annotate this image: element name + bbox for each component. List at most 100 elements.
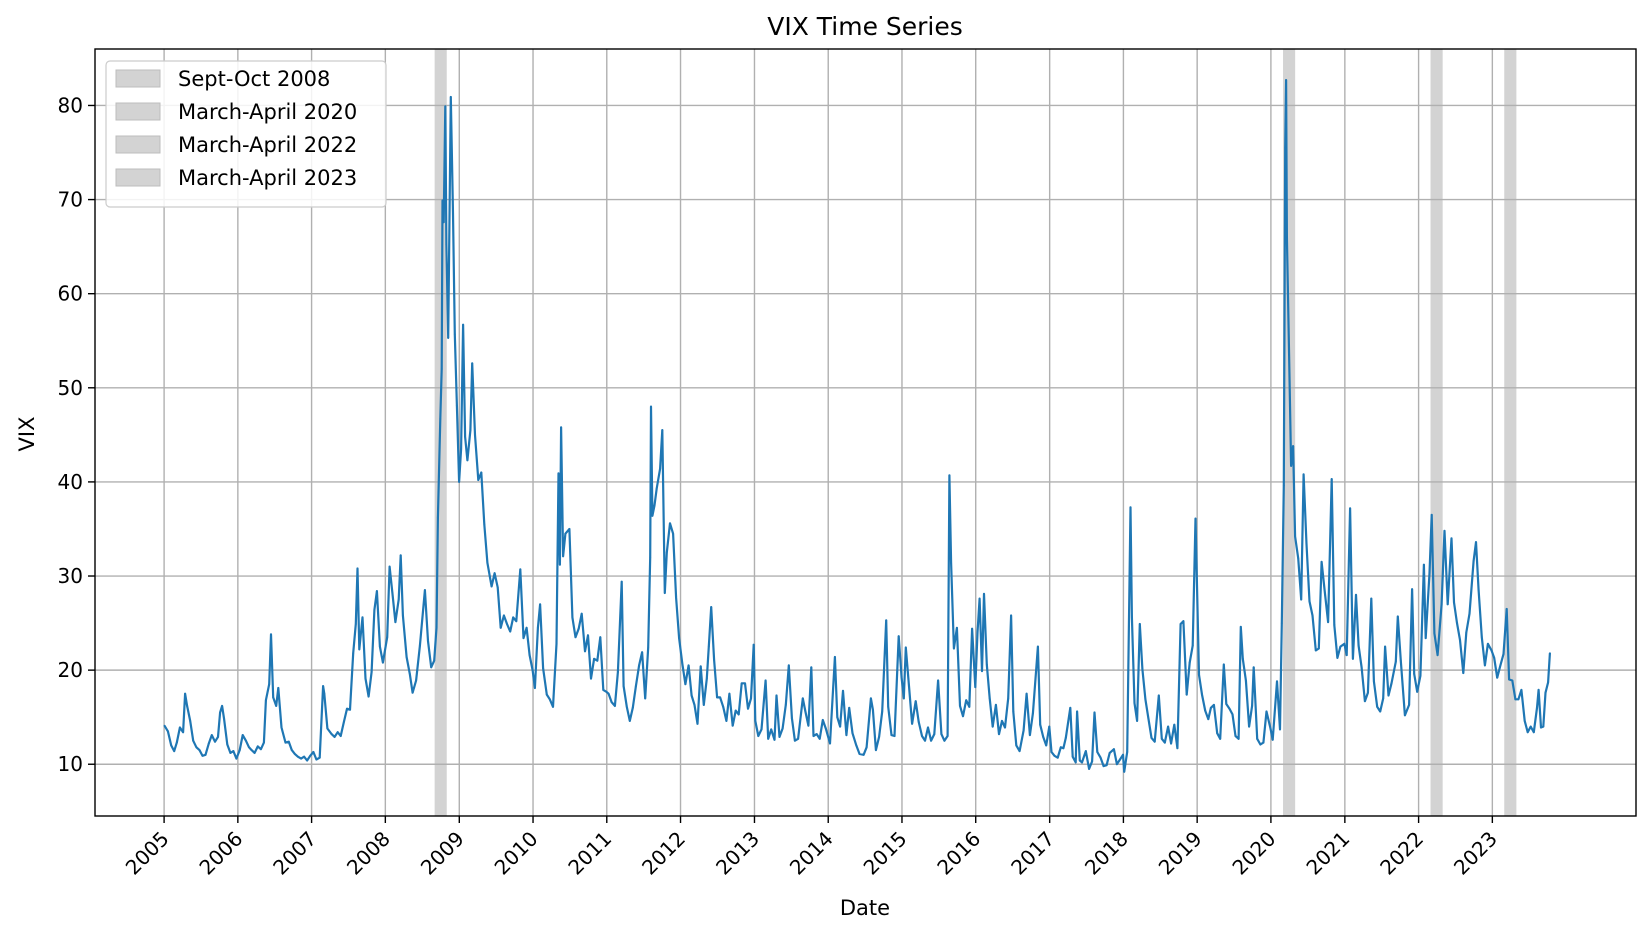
vix-data-point bbox=[971, 627, 973, 630]
vix-data-point bbox=[1345, 654, 1348, 656]
vix-data-point bbox=[405, 656, 408, 658]
vix-data-point bbox=[1209, 706, 1212, 709]
vix-data-point bbox=[386, 636, 389, 639]
vix-data-point bbox=[641, 651, 644, 654]
vix-data-point bbox=[1248, 725, 1250, 728]
vix-data-point bbox=[214, 740, 216, 743]
vix-data-point bbox=[1317, 647, 1320, 650]
vix-data-point bbox=[515, 620, 518, 623]
vix-data-point bbox=[373, 608, 376, 611]
vix-data-point bbox=[525, 626, 528, 629]
vix-data-point bbox=[1379, 710, 1382, 713]
vix-data-point bbox=[985, 663, 988, 666]
vix-data-point bbox=[354, 623, 357, 625]
vix-data-point bbox=[1091, 760, 1093, 763]
vix-data-point bbox=[1225, 703, 1228, 705]
vix-data-point bbox=[702, 704, 705, 706]
vix-data-point bbox=[552, 705, 554, 708]
vix-data-point bbox=[921, 735, 923, 737]
vix-data-point bbox=[499, 626, 502, 629]
vix-data-point bbox=[1430, 513, 1433, 516]
vix-data-point bbox=[1105, 764, 1108, 767]
vix-data-point bbox=[455, 404, 458, 407]
vix-data-point bbox=[483, 523, 486, 526]
y-tick-label: 20 bbox=[58, 658, 83, 682]
vix-data-point bbox=[1422, 563, 1425, 566]
vix-data-point bbox=[1373, 680, 1375, 683]
vix-data-point bbox=[1462, 672, 1465, 674]
y-tick-label: 80 bbox=[58, 93, 83, 117]
vix-data-point bbox=[815, 733, 818, 736]
vix-data-point bbox=[956, 626, 958, 629]
vix-data-point bbox=[1327, 621, 1329, 624]
vix-data-point bbox=[471, 362, 474, 365]
vix-data-point bbox=[449, 96, 452, 98]
vix-data-point bbox=[602, 688, 605, 691]
vix-data-point bbox=[1523, 720, 1526, 722]
vix-data-point bbox=[684, 683, 687, 686]
vix-data-point bbox=[1472, 560, 1475, 562]
vix-data-point bbox=[256, 745, 259, 748]
vix-data-point bbox=[568, 528, 571, 530]
vix-data-point bbox=[1396, 615, 1399, 618]
vix-data-point bbox=[1453, 601, 1455, 604]
vix-data-point bbox=[557, 472, 560, 475]
vix-data-point bbox=[995, 704, 997, 706]
vix-data-point bbox=[696, 722, 699, 725]
vix-data-point bbox=[750, 697, 752, 700]
vix-data-point bbox=[1234, 735, 1237, 737]
vix-data-point bbox=[1144, 698, 1147, 701]
vix-data-point bbox=[469, 429, 472, 432]
vix-data-point bbox=[1428, 572, 1431, 575]
vix-data-point bbox=[265, 699, 267, 702]
vix-data-point bbox=[1311, 614, 1314, 617]
vix-data-point bbox=[1483, 664, 1486, 667]
vix-data-point bbox=[917, 720, 920, 723]
vix-data-point bbox=[460, 448, 463, 450]
vix-data-point bbox=[399, 554, 402, 557]
vix-data-point bbox=[940, 733, 943, 736]
vix-data-point bbox=[1123, 770, 1126, 773]
vix-data-point bbox=[1536, 706, 1538, 709]
vix-data-point bbox=[306, 759, 309, 762]
vix-data-point bbox=[1370, 597, 1373, 600]
vix-data-point bbox=[1514, 698, 1517, 701]
vix-data-point bbox=[981, 670, 983, 672]
vix-data-point bbox=[564, 532, 567, 535]
vix-data-point bbox=[1490, 649, 1493, 652]
vix-data-point bbox=[649, 556, 652, 559]
vix-data-point bbox=[1526, 731, 1529, 734]
vix-data-point bbox=[1213, 704, 1215, 706]
vix-data-point bbox=[533, 687, 536, 689]
vix-data-point bbox=[1138, 623, 1141, 625]
vix-data-point bbox=[991, 725, 994, 728]
vix-data-point bbox=[408, 672, 411, 675]
vix-data-point bbox=[1078, 759, 1081, 762]
vix-data-point bbox=[1136, 720, 1139, 722]
vix-data-point bbox=[1198, 673, 1200, 676]
vix-data-point bbox=[1390, 682, 1393, 685]
vix-data-point bbox=[725, 720, 728, 722]
vix-data-point bbox=[1059, 746, 1062, 749]
vix-data-point bbox=[914, 700, 917, 703]
vix-data-point bbox=[1496, 676, 1499, 679]
vix-data-points bbox=[163, 79, 1551, 773]
vix-data-point bbox=[744, 682, 746, 685]
vix-data-point bbox=[427, 640, 429, 642]
vix-data-point bbox=[839, 725, 842, 728]
vix-data-point bbox=[1010, 614, 1012, 617]
vix-data-point bbox=[574, 636, 577, 639]
vix-data-point bbox=[1045, 744, 1048, 747]
vix-data-point bbox=[1191, 644, 1194, 647]
vix-data-point bbox=[539, 603, 542, 606]
vix-data-point bbox=[415, 679, 417, 682]
vix-data-point bbox=[797, 737, 800, 740]
vix-data-point bbox=[1363, 700, 1366, 703]
vix-data-point bbox=[1443, 529, 1446, 532]
vix-data-point bbox=[343, 720, 345, 723]
vix-data-point bbox=[346, 707, 348, 710]
vix-series-line bbox=[163, 79, 1551, 773]
vix-data-point bbox=[1153, 740, 1156, 743]
vix-data-point bbox=[1113, 748, 1115, 751]
legend-swatch bbox=[115, 69, 161, 88]
